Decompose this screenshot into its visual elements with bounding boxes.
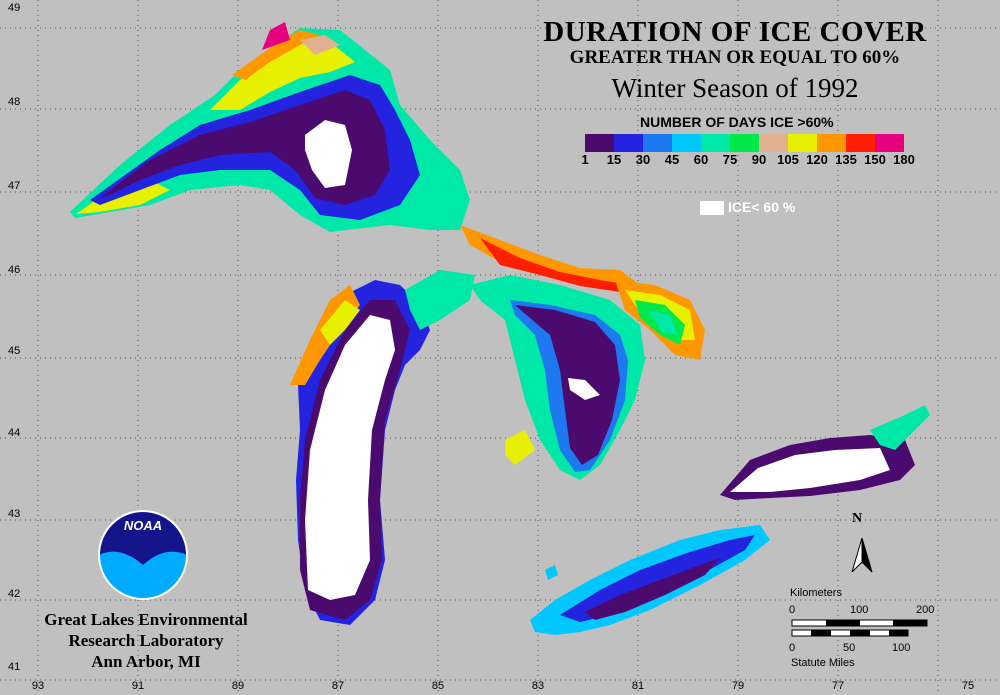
map-title: DURATION OF ICE COVER bbox=[543, 16, 927, 48]
lon-label: 79 bbox=[731, 680, 745, 692]
legend-tick-labels: 1 15 30 45 60 75 90 105 120 135 150 180 bbox=[572, 152, 952, 168]
lon-label: 93 bbox=[31, 680, 45, 692]
map-subtitle: GREATER THAN OR EQUAL TO 60% bbox=[569, 47, 901, 68]
legend-swatch bbox=[585, 134, 614, 152]
lat-label: 43 bbox=[8, 508, 21, 520]
lon-label: 89 bbox=[231, 680, 245, 692]
north-channel bbox=[460, 225, 640, 292]
scale-bar bbox=[791, 619, 928, 637]
legend-color-ramp bbox=[585, 134, 904, 152]
lat-label: 49 bbox=[8, 2, 21, 14]
lon-label: 85 bbox=[431, 680, 445, 692]
lat-label: 44 bbox=[8, 427, 21, 439]
legend-swatch bbox=[788, 134, 817, 152]
ice-less-60-swatch bbox=[700, 201, 724, 215]
legend-tick-label: 90 bbox=[751, 152, 767, 167]
scale-km-title: Kilometers bbox=[790, 587, 842, 599]
noaa-logo-text: NOAA bbox=[123, 518, 163, 533]
legend-tick-label: 60 bbox=[693, 152, 709, 167]
legend-swatch bbox=[672, 134, 701, 152]
legend-tick-label: 135 bbox=[835, 152, 857, 167]
legend-tick-label: 120 bbox=[806, 152, 828, 167]
scale-mi-title: Statute Miles bbox=[791, 657, 855, 669]
lon-label: 83 bbox=[531, 680, 545, 692]
lat-label: 46 bbox=[8, 264, 21, 276]
legend-swatch bbox=[730, 134, 759, 152]
lat-label: 41 bbox=[8, 661, 21, 673]
lat-label: 42 bbox=[8, 588, 21, 600]
credit-line: Research Laboratory bbox=[68, 631, 224, 650]
lon-label: 81 bbox=[631, 680, 645, 692]
credit-line: Ann Arbor, MI bbox=[91, 652, 201, 671]
lat-label: 48 bbox=[8, 96, 21, 108]
noaa-logo bbox=[98, 510, 188, 600]
legend-tick-label: 15 bbox=[606, 152, 622, 167]
scale-km-tick: 200 bbox=[916, 604, 935, 616]
ice-less-60-label: ICE< 60 % bbox=[728, 199, 796, 215]
scale-mi-tick: 50 bbox=[843, 642, 856, 654]
legend-swatch bbox=[759, 134, 788, 152]
lake-superior bbox=[70, 22, 470, 232]
lon-label: 75 bbox=[961, 680, 975, 692]
legend-swatch bbox=[614, 134, 643, 152]
lat-label: 45 bbox=[8, 345, 21, 357]
credit-line: Great Lakes Environmental bbox=[44, 610, 248, 629]
legend-title: NUMBER OF DAYS ICE >60% bbox=[640, 114, 834, 130]
season-label: Winter Season of 1992 bbox=[611, 73, 859, 103]
lat-label: 47 bbox=[8, 180, 21, 192]
lake-erie bbox=[530, 525, 770, 635]
scale-km-tick: 0 bbox=[789, 604, 796, 616]
north-arrow-icon bbox=[851, 537, 873, 573]
legend-tick-label: 105 bbox=[777, 152, 799, 167]
lon-label: 77 bbox=[831, 680, 845, 692]
legend-tick-label: 75 bbox=[722, 152, 738, 167]
legend-swatch bbox=[701, 134, 730, 152]
scale-km-tick: 100 bbox=[850, 604, 869, 616]
legend-tick-label: 1 bbox=[581, 152, 589, 167]
legend-swatch bbox=[817, 134, 846, 152]
scale-mi-tick: 0 bbox=[789, 642, 796, 654]
legend-tick-label: 45 bbox=[664, 152, 680, 167]
legend-swatch bbox=[846, 134, 875, 152]
lake-st-clair bbox=[545, 565, 558, 580]
lon-label: 91 bbox=[131, 680, 145, 692]
legend-swatch bbox=[643, 134, 672, 152]
credit-block: Great Lakes Environmental Research Labor… bbox=[36, 609, 256, 672]
north-label: N bbox=[852, 511, 863, 526]
lake-huron bbox=[470, 275, 705, 480]
legend-tick-label: 30 bbox=[635, 152, 651, 167]
lake-michigan bbox=[290, 270, 475, 625]
legend-tick-label: 180 bbox=[893, 152, 915, 167]
lon-label: 87 bbox=[331, 680, 345, 692]
lake-ontario bbox=[720, 405, 930, 500]
legend-tick-label: 150 bbox=[864, 152, 886, 167]
legend-swatch bbox=[875, 134, 904, 152]
scale-mi-tick: 100 bbox=[892, 642, 911, 654]
